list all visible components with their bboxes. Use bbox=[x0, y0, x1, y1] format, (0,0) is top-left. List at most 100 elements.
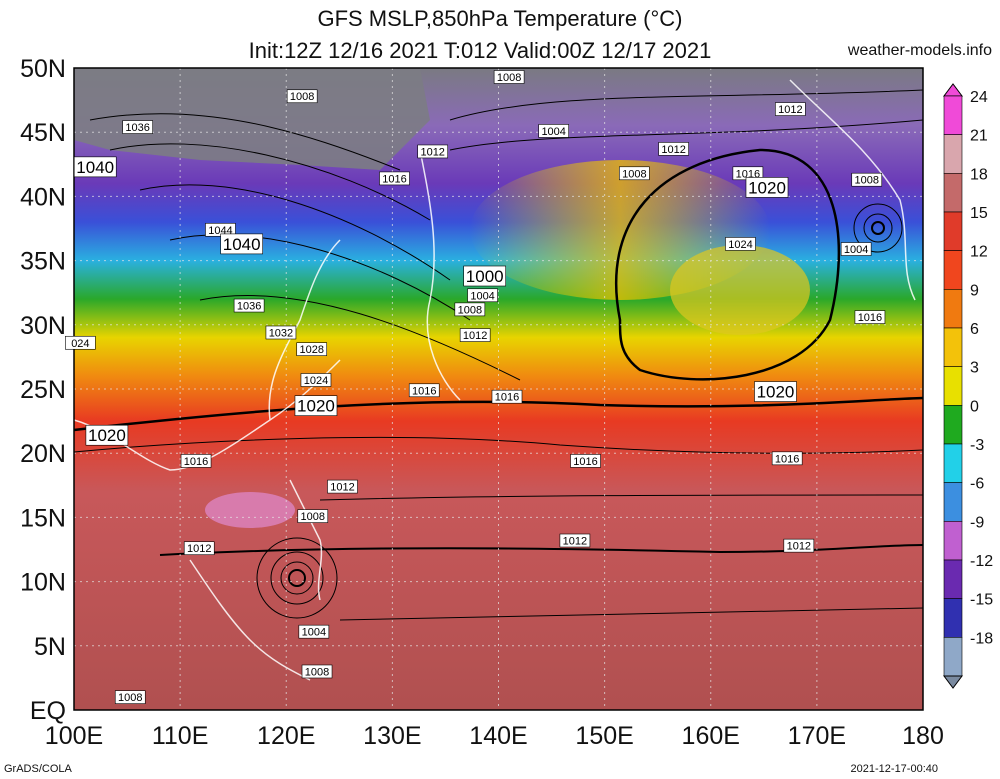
nw-pacific-low bbox=[853, 203, 903, 253]
isobar-label-text: 1040 bbox=[223, 235, 261, 254]
isobar-label-text: 1012 bbox=[187, 543, 211, 555]
isobar-label: 1012 bbox=[783, 538, 815, 553]
colorbar-tick-label: 21 bbox=[970, 128, 988, 145]
isobar-label-text: 1008 bbox=[301, 511, 325, 523]
isobar-label: 1012 bbox=[183, 541, 215, 555]
isobar-label: 1020 bbox=[85, 424, 129, 446]
colorbar-swatch bbox=[943, 521, 963, 561]
isobar-label: 1020 bbox=[745, 177, 789, 198]
isobar-label-text: 1040 bbox=[76, 158, 114, 177]
colorbar-swatch bbox=[943, 173, 963, 213]
site-credit: weather-models.info bbox=[847, 42, 992, 59]
colorbar-tick-label: 18 bbox=[970, 166, 988, 183]
isobar-label: 1008 bbox=[493, 70, 525, 84]
colorbar-tick-label: 3 bbox=[970, 360, 979, 377]
isobar-label-text: 1004 bbox=[302, 627, 326, 639]
colorbar-tick-label: -3 bbox=[970, 437, 984, 454]
isobar-label-text: 1020 bbox=[88, 426, 126, 445]
isobar-label-text: 1020 bbox=[748, 178, 786, 197]
isobar-label-text: 1032 bbox=[269, 328, 293, 340]
isobar-label-text: 1016 bbox=[412, 385, 436, 397]
colorbar-tick-label: -6 bbox=[970, 476, 984, 493]
isobar-label: 1008 bbox=[851, 172, 883, 187]
lon-tick-label: 120E bbox=[257, 722, 315, 750]
isobar-label: 1016 bbox=[408, 383, 440, 397]
colorbar-swatch bbox=[943, 250, 963, 290]
isobar-label: 1008 bbox=[297, 509, 329, 523]
colorbar-swatch bbox=[943, 443, 963, 483]
isobar-label-text: 1012 bbox=[420, 146, 444, 158]
isobar-label-text: 1008 bbox=[458, 304, 482, 316]
isobar-label: 1012 bbox=[417, 144, 449, 158]
isobar-labels: 1008 1008 1036 1004 1012 1040 1012 1012 1016 1008… bbox=[65, 70, 886, 704]
isobar-label-text: 1008 bbox=[622, 168, 646, 180]
isobar-label: 1008 bbox=[454, 302, 486, 316]
lon-tick-label: 160E bbox=[682, 722, 740, 750]
isobar-label-text: 1016 bbox=[858, 312, 882, 324]
chart-title: GFS MSLP,850hPa Temperature (°C) bbox=[317, 6, 683, 31]
isobar-label-text: 1036 bbox=[125, 122, 149, 134]
isobar-label-text: 1020 bbox=[297, 397, 335, 416]
map-frame bbox=[73, 67, 924, 711]
isobar-1020-high bbox=[614, 148, 840, 381]
isobar-label-text: 1012 bbox=[787, 541, 811, 553]
colorbar-swatch bbox=[943, 95, 963, 135]
colorbar-tick-label: 6 bbox=[970, 321, 979, 338]
lon-tick-label: 150E bbox=[575, 722, 633, 750]
isobar-label-text: 1028 bbox=[299, 344, 323, 356]
isobar-label: 1012 bbox=[775, 102, 806, 116]
isobar-label-text: 1012 bbox=[330, 482, 354, 494]
isobar-label-text: 1012 bbox=[563, 536, 587, 548]
colorbar-swatch bbox=[943, 366, 963, 406]
isobar-label-text: 1004 bbox=[844, 244, 868, 256]
isobar-label: 1012 bbox=[459, 328, 491, 342]
lat-tick-label: 15N bbox=[20, 504, 66, 532]
chart-subtitle: Init:12Z 12/16 2021 T:012 Valid:00Z 12/1… bbox=[248, 38, 712, 63]
isobar-label: 1008 bbox=[301, 664, 333, 678]
cold-air-mass bbox=[74, 68, 430, 170]
lat-tick-label: 20N bbox=[20, 440, 66, 468]
typhoon-low bbox=[256, 537, 338, 619]
colorbar-swatch bbox=[943, 289, 963, 329]
colorbar-swatch bbox=[943, 211, 963, 251]
colorbar-tick-label: 12 bbox=[970, 244, 988, 261]
isobar-label: 1012 bbox=[658, 142, 689, 156]
lon-tick-label: 180 bbox=[902, 722, 944, 750]
isobar-label: 1016 bbox=[771, 451, 803, 465]
colorbar-tick-label: 0 bbox=[970, 398, 979, 415]
colorbar-swatch bbox=[943, 559, 963, 599]
isobar-label: 1016 bbox=[854, 310, 886, 324]
temperature-colorbar: 24 21 18 15 12 9 6 3 0 -3 -6 -9 -12 -15 -18 bbox=[943, 83, 993, 689]
colorbar-swatch bbox=[943, 598, 963, 638]
isobar-label-text: 1016 bbox=[775, 453, 799, 465]
isobar-label: 1008 bbox=[286, 89, 318, 103]
colorbar-swatch bbox=[943, 482, 963, 522]
lon-tick-label: 130E bbox=[363, 722, 421, 750]
isobar-label: 1028 bbox=[296, 342, 328, 356]
isobar-label: 1024 bbox=[725, 237, 756, 251]
lat-tick-label: 35N bbox=[20, 248, 66, 276]
isobar-label: 1036 bbox=[122, 120, 153, 134]
graticule bbox=[74, 68, 923, 710]
isobar-label: 1004 bbox=[840, 242, 872, 256]
isobars bbox=[73, 89, 924, 621]
isobar-label: 1016 bbox=[570, 454, 601, 468]
isobar-label: 1024 bbox=[300, 373, 332, 387]
isobar-label-text: 1000 bbox=[466, 267, 504, 286]
isobar-label: 1016 bbox=[491, 389, 523, 404]
isobar-label: 1016 bbox=[379, 171, 410, 185]
isobar-label-text: 1008 bbox=[118, 692, 142, 704]
isobar-label: 1000 bbox=[463, 265, 507, 287]
colorbar-tick-label: 24 bbox=[970, 89, 988, 106]
colorbar-tick-label: 9 bbox=[970, 282, 979, 299]
lon-tick-label: 110E bbox=[152, 722, 209, 750]
lat-tick-label: 30N bbox=[20, 312, 66, 340]
isobar-label: 1012 bbox=[327, 479, 358, 494]
lon-tick-label: 140E bbox=[469, 722, 527, 750]
isobar-label: 024 bbox=[65, 335, 96, 350]
isobar-label-text: 1020 bbox=[757, 383, 795, 402]
isobar-label: 1032 bbox=[265, 325, 297, 340]
isobar-label: 1016 bbox=[180, 454, 212, 468]
isobar-label: 1040 bbox=[73, 156, 117, 178]
